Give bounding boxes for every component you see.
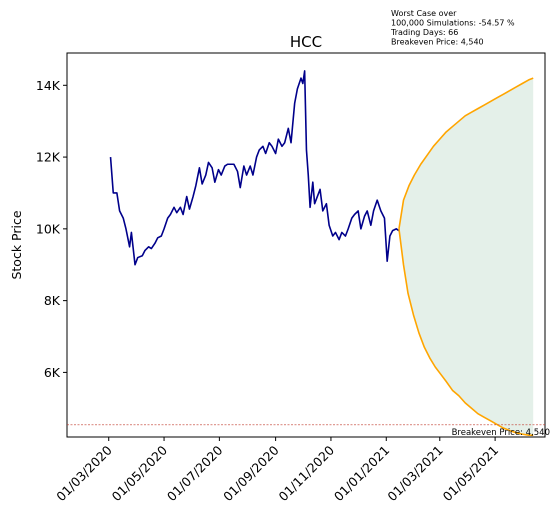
simulation-band-layer	[398, 78, 534, 436]
breakeven-label: Breakeven Price: 4,540	[452, 428, 550, 438]
series-layer	[109, 70, 534, 437]
simulation-band	[398, 78, 534, 436]
historical-price-line	[109, 70, 400, 266]
simulation-note: Worst Case over 100,000 Simulations: -54…	[390, 9, 515, 47]
x-tick-label: 01/03/2020	[53, 442, 115, 504]
note-line-1: Worst Case over	[391, 9, 457, 18]
x-axis: 01/03/202001/05/202001/07/202001/09/2020…	[53, 437, 501, 504]
x-tick-label: 01/05/2020	[109, 442, 171, 504]
plot-area	[66, 52, 546, 438]
simulated-worst-path	[398, 228, 534, 437]
plot-frame	[66, 52, 546, 438]
y-axis: 6K 8K 10K 12K 14K	[36, 78, 67, 380]
note-line-3: Trading Days: 66	[390, 28, 458, 37]
note-line-4: Breakeven Price: 4,540	[391, 38, 484, 47]
y-tick-label: 10K	[36, 221, 61, 236]
y-tick-label: 8K	[44, 293, 61, 308]
y-tick-label: 6K	[44, 365, 61, 380]
chart-title: HCC	[290, 33, 322, 51]
x-tick-label: 01/09/2020	[220, 442, 282, 504]
x-tick-label: 01/05/2021	[440, 443, 502, 505]
x-tick-label: 01/01/2021	[331, 443, 393, 505]
note-line-2: 100,000 Simulations: -54.57 %	[391, 19, 515, 28]
y-tick-label: 12K	[36, 150, 61, 165]
y-tick-label: 14K	[36, 78, 61, 93]
x-tick-label: 01/03/2021	[384, 443, 446, 505]
x-tick-label: 01/07/2020	[164, 442, 226, 504]
simulated-best-path	[398, 77, 534, 229]
x-tick-label: 01/11/2020	[276, 442, 338, 504]
y-axis-label: Stock Price	[9, 210, 24, 279]
